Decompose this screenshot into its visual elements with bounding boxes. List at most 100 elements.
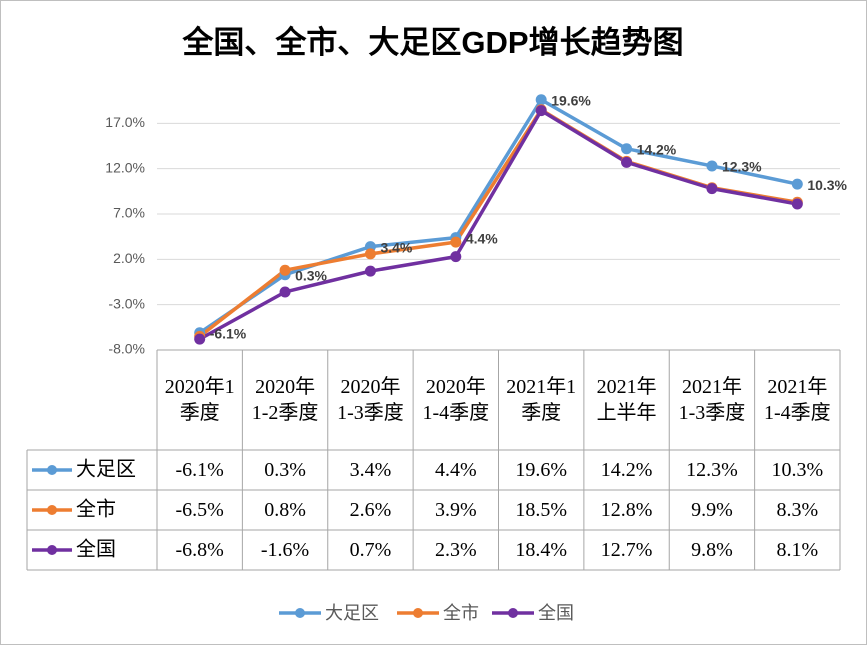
data-label: -6.1% (210, 325, 247, 341)
legend-marker (508, 608, 518, 618)
table-value: 0.7% (349, 539, 392, 561)
table-value-box: -6.5% (175, 499, 224, 521)
data-label: 0.3% (295, 267, 327, 283)
y-tick-label: 2.0% (113, 250, 145, 266)
data-label: 19.6% (551, 92, 591, 108)
x-tick-label: 2020年1-4季度 (422, 376, 490, 424)
table-value-box: 12.8% (600, 499, 653, 521)
series-marker (535, 94, 547, 106)
table-value-box: 0.3% (264, 459, 306, 481)
table-value-box: 10.3% (771, 459, 824, 481)
table-value-box: 9.8% (691, 539, 733, 561)
table-value: 8.3% (776, 499, 819, 521)
legend-label: 大足区 (325, 603, 379, 623)
x-tick-label: 2021年1-3季度 (678, 376, 746, 424)
table-value: 9.9% (691, 499, 733, 521)
y-tick-label: -3.0% (108, 295, 145, 311)
y-tick-label: 7.0% (113, 205, 145, 221)
x-tick-label: 2021年1季度 (506, 376, 577, 424)
series-marker (621, 156, 633, 168)
table-value: 18.5% (515, 499, 568, 521)
legend-marker (295, 608, 305, 618)
x-tick-label: 2021年1-4季度 (763, 376, 831, 424)
series-marker (791, 178, 803, 190)
table-value: -6.1% (175, 459, 224, 481)
table-value: -6.8% (175, 539, 224, 561)
table-value: 8.1% (776, 539, 819, 561)
data-label: 14.2% (637, 141, 677, 157)
y-tick-label: -8.0% (108, 341, 145, 357)
data-label: 3.4% (380, 239, 412, 255)
table-value-box: 14.2% (600, 459, 653, 481)
table-value-box: 12.3% (686, 459, 738, 481)
table-value: 12.8% (600, 499, 653, 521)
table-value-box: 2.6% (350, 499, 392, 521)
table-value-box: 0.7% (349, 539, 392, 561)
x-tick-label-box: 2020年1-4季度 (422, 376, 490, 424)
table-value-box: 4.4% (434, 459, 477, 481)
table-series-name: 大足区 (76, 458, 136, 481)
x-tick-label-box: 2020年1季度 (165, 376, 235, 424)
table-value: 0.3% (264, 459, 306, 481)
table-value-box: 19.6% (515, 459, 568, 481)
table-value-box: 3.4% (349, 459, 392, 481)
table-value: 9.8% (691, 539, 733, 561)
series-line (198, 98, 798, 335)
series-marker (450, 251, 462, 263)
table-value-box: 18.5% (515, 499, 568, 521)
series-marker (791, 198, 803, 210)
table-value: 0.8% (264, 499, 306, 521)
table-value: 2.3% (434, 539, 477, 561)
legend-marker (413, 608, 423, 618)
table-series-name: 全国 (76, 538, 116, 561)
table-value: 12.7% (600, 539, 653, 561)
x-tick-label-box: 2021年上半年 (596, 376, 657, 424)
x-tick-label-box: 2021年1-4季度 (763, 376, 831, 424)
data-label: 12.3% (722, 159, 762, 175)
x-tick-label: 2020年1-3季度 (337, 376, 404, 424)
legend-label: 全国 (538, 603, 574, 623)
table-value: 18.4% (515, 539, 568, 561)
series-marker (535, 105, 547, 117)
table-legend-marker (47, 545, 57, 555)
x-tick-label-box: 2020年1-2季度 (251, 376, 319, 424)
x-tick-label: 2020年1-2季度 (251, 376, 319, 424)
legend-label: 全市 (443, 603, 479, 623)
table-value: 10.3% (771, 459, 824, 481)
table-value: -1.6% (260, 539, 310, 561)
table-series-name: 全市 (76, 498, 116, 521)
table-value: 3.4% (349, 459, 392, 481)
table-legend-marker (47, 505, 57, 515)
series-marker (279, 286, 291, 298)
table-value-box: 8.3% (776, 499, 819, 521)
table-value-box: 3.9% (434, 499, 477, 521)
table-value-box: 8.1% (776, 539, 819, 561)
series-marker (706, 183, 718, 195)
table-value-box: 2.3% (434, 539, 477, 561)
table-value-box: 0.8% (264, 499, 306, 521)
table-value-box: 12.7% (600, 539, 653, 561)
data-label: 4.4% (466, 230, 498, 246)
x-tick-label: 2021年上半年 (596, 376, 657, 424)
table-value: 14.2% (600, 459, 653, 481)
table-value-box: 18.4% (515, 539, 568, 561)
table-value-box: -1.6% (260, 539, 310, 561)
data-label: 10.3% (807, 177, 847, 193)
series-marker (364, 265, 376, 277)
series-marker (450, 236, 462, 248)
series-marker (621, 143, 633, 155)
y-tick-label: 12.0% (105, 159, 145, 175)
x-tick-label-box: 2020年1-3季度 (337, 376, 404, 424)
table-value: -6.5% (175, 499, 224, 521)
series-marker (364, 248, 376, 260)
table-value: 4.4% (434, 459, 477, 481)
table-value: 3.9% (434, 499, 477, 521)
table-value: 12.3% (686, 459, 738, 481)
series-line (198, 108, 798, 341)
series-marker (706, 160, 718, 172)
x-tick-label-box: 2021年1季度 (506, 376, 577, 424)
table-value: 19.6% (515, 459, 568, 481)
table-value-box: 9.9% (691, 499, 733, 521)
